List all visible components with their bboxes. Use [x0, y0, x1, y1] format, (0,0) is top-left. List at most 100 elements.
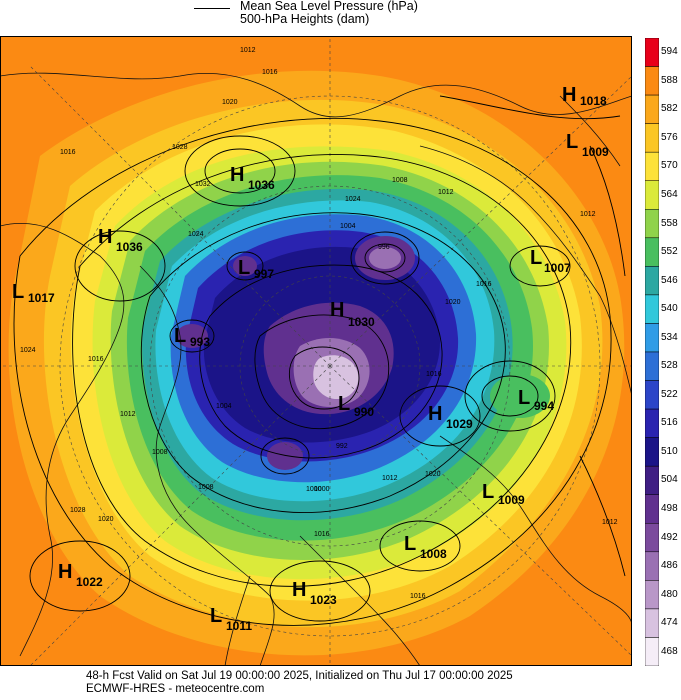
isobar-label: 1028 [70, 507, 86, 514]
colorbar-level-label: 546 [661, 274, 678, 286]
colorbar-level-label: 558 [661, 217, 678, 229]
isobar-label: 1012 [120, 411, 136, 418]
svg-text:H: H [562, 84, 576, 106]
colorbar-swatch [645, 551, 659, 581]
colorbar-swatch [645, 123, 659, 153]
svg-text:1009: 1009 [582, 145, 609, 159]
svg-text:1036: 1036 [248, 178, 275, 192]
mslp-legend-label: Mean Sea Level Pressure (hPa) [240, 0, 418, 13]
pressure-center-l990[interactable]: L 990 [338, 393, 374, 419]
isobar-label: 1020 [222, 99, 238, 106]
colorbar-level-label: 582 [661, 103, 678, 115]
svg-text:L: L [12, 281, 24, 303]
isobar-label: 1000 [314, 486, 330, 493]
isobar-label: 996 [378, 244, 390, 251]
height-core-nw [233, 256, 257, 276]
isobar-label: 1020 [445, 299, 461, 306]
colorbar-level-label: 468 [661, 645, 678, 657]
colorbar-swatch [645, 294, 659, 324]
pressure-center-l1008[interactable]: L 1008 [404, 533, 447, 561]
svg-text:997: 997 [254, 267, 274, 281]
forecast-valid-text: 48-h Fcst Valid on Sat Jul 19 00:00:00 2… [86, 670, 513, 682]
colorbar-swatch [645, 38, 659, 67]
pressure-centers: H 1036 H 1036 L 1017 H 1018 L 1009 L 100… [12, 84, 609, 633]
isobar-label: 1016 [262, 69, 278, 76]
svg-text:L: L [210, 605, 222, 627]
height-colorbar [645, 38, 659, 666]
pressure-center-h1029[interactable]: H 1029 [428, 403, 473, 431]
colorbar-level-label: 480 [661, 588, 678, 600]
pressure-center-h1030[interactable]: H 1030 [330, 299, 375, 329]
colorbar-swatch [645, 465, 659, 495]
pressure-center-h1022[interactable]: H 1022 [58, 561, 103, 589]
colorbar-level-label: 552 [661, 246, 678, 258]
isobar-line-sample [194, 8, 230, 9]
svg-text:L: L [238, 257, 250, 279]
colorbar-swatch [645, 180, 659, 210]
map-frame [0, 36, 632, 666]
svg-text:1008: 1008 [420, 547, 447, 561]
svg-text:1007: 1007 [544, 261, 571, 275]
isobar-label: 1008 [198, 484, 214, 491]
colorbar-level-label: 540 [661, 303, 678, 315]
colorbar-swatch [645, 266, 659, 296]
isobar-label: 1012 [438, 189, 454, 196]
colorbar-swatch [645, 580, 659, 610]
isobar-label: 1004 [340, 223, 356, 230]
pressure-center-l997[interactable]: L 997 [238, 257, 274, 281]
pressure-center-l1017[interactable]: L 1017 [12, 281, 55, 305]
pressure-center-h1023[interactable]: H 1023 [292, 579, 337, 607]
colorbar-level-label: 594 [661, 46, 678, 58]
svg-text:L: L [482, 481, 494, 503]
isobar-label: 1000 [306, 486, 322, 493]
lat-lon-grid [0, 36, 632, 666]
svg-text:1036: 1036 [116, 240, 143, 254]
height-core-w [176, 324, 208, 348]
height-core-ne-inner [369, 247, 401, 269]
svg-text:993: 993 [190, 335, 210, 349]
svg-text:1029: 1029 [446, 417, 473, 431]
colorbar-level-label: 588 [661, 74, 678, 86]
isobar-label: 1012 [580, 211, 596, 218]
map-legend: Mean Sea Level Pressure (hPa) 500-hPa He… [190, 0, 490, 30]
svg-text:994: 994 [534, 399, 554, 413]
colorbar-level-label: 510 [661, 445, 678, 457]
svg-text:L: L [566, 131, 578, 153]
svg-text:990: 990 [354, 405, 374, 419]
svg-text:L: L [518, 387, 530, 409]
heights-legend-label: 500-hPa Heights (dam) [240, 12, 370, 26]
svg-text:1011: 1011 [226, 619, 252, 633]
colorbar-swatch [645, 94, 659, 124]
pressure-center-l994[interactable]: L 994 [518, 387, 554, 413]
colorbar-swatch [645, 437, 659, 467]
svg-text:H: H [330, 299, 344, 321]
pressure-center-h1036-north[interactable]: H 1036 [230, 164, 275, 192]
isobar-label: 1032 [195, 181, 211, 188]
svg-text:L: L [530, 247, 542, 269]
svg-text:1022: 1022 [76, 575, 103, 589]
isobar-label: 1004 [216, 403, 232, 410]
pressure-center-h1018[interactable]: H 1018 [562, 84, 607, 108]
forecast-map[interactable]: 1012 1016 1020 1028 1032 1024 1008 1000 … [0, 36, 632, 666]
colorbar-level-label: 486 [661, 560, 678, 572]
svg-text:H: H [98, 226, 112, 248]
colorbar-level-label: 498 [661, 503, 678, 514]
isobar-label: 1028 [172, 144, 188, 151]
pressure-center-l1007[interactable]: L 1007 [530, 247, 571, 275]
map-footer: 48-h Fcst Valid on Sat Jul 19 00:00:00 2… [86, 670, 513, 696]
colorbar-level-label: 576 [661, 131, 678, 143]
pressure-center-l1011[interactable]: L 1011 [210, 605, 252, 633]
isobars [13, 95, 626, 626]
svg-text:1018: 1018 [580, 94, 607, 108]
pressure-center-l1009-ne[interactable]: L 1009 [566, 131, 609, 159]
colorbar-swatch [645, 323, 659, 353]
isobar-label: 1024 [20, 347, 36, 354]
pressure-center-l1009-se[interactable]: L 1009 [482, 481, 525, 507]
pressure-center-h1036-west[interactable]: H 1036 [98, 226, 143, 254]
pressure-center-l993[interactable]: L 993 [174, 325, 210, 349]
isobar-label: 1012 [602, 519, 618, 526]
isobar-label: 1008 [392, 177, 408, 184]
isobar-label: 1016 [314, 531, 330, 538]
colorbar-swatch [645, 608, 659, 638]
isobar-label: 1020 [425, 471, 441, 478]
